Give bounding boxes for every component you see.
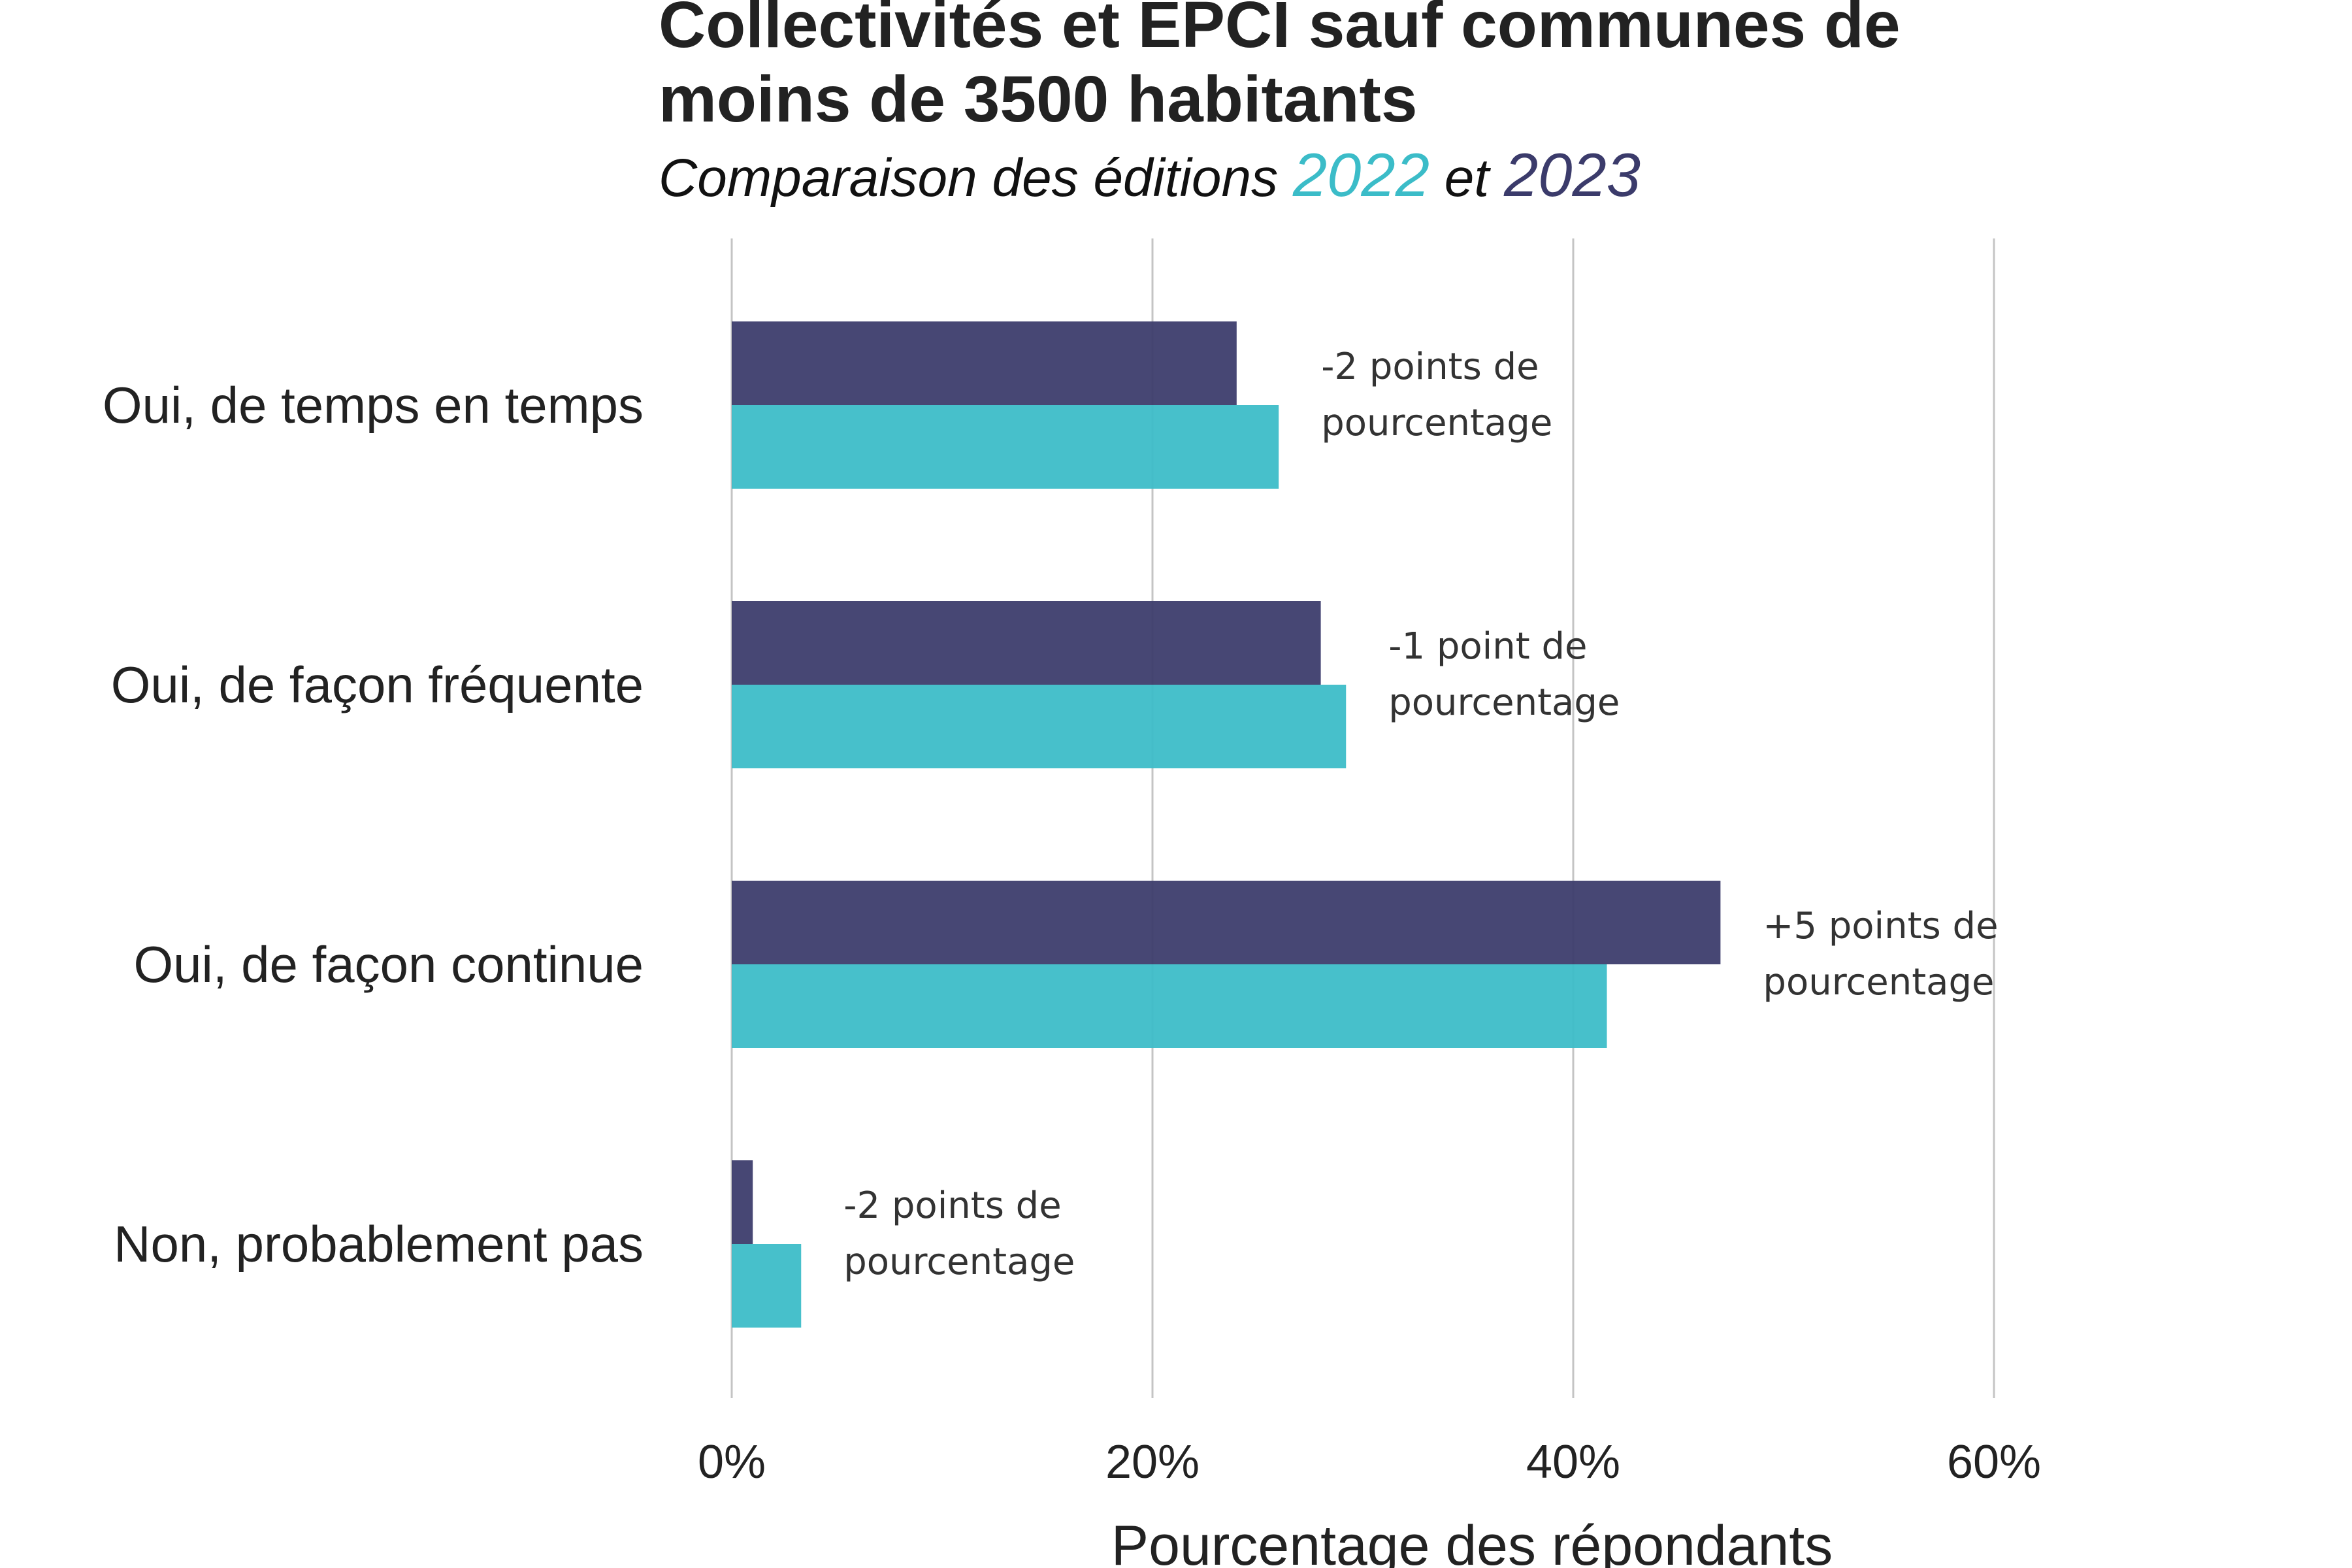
bar-2022	[732, 1244, 802, 1328]
bar-2023	[732, 1160, 753, 1244]
category-label: Oui, de temps en temps	[103, 376, 644, 434]
bar-2023	[732, 881, 1721, 964]
category-label: Oui, de façon continue	[133, 936, 644, 993]
bars	[732, 321, 1721, 1328]
x-axis-title: Pourcentage des répondants	[1111, 1514, 1833, 1568]
category-label: Non, probablement pas	[114, 1215, 644, 1273]
bar-2022	[732, 685, 1347, 768]
x-tick-label: 40%	[1526, 1436, 1620, 1488]
change-annotation: +5 points de pourcentage	[1763, 905, 1998, 1004]
x-tick-label: 20%	[1105, 1436, 1200, 1488]
subtitle-year-2022: 2022	[1292, 140, 1429, 209]
change-annotation: -2 points de pourcentage	[1321, 346, 1552, 444]
category-label: Oui, de façon fréquente	[111, 656, 644, 713]
change-annotation: -1 point de pourcentage	[1388, 625, 1620, 724]
subtitle-year-2023: 2023	[1503, 140, 1641, 209]
subtitle-prefix: Comparaison des éditions	[659, 148, 1293, 208]
chart-title-line-1: Collectivités et EPCI sauf communes de	[659, 0, 1901, 61]
subtitle-connector: et	[1429, 148, 1504, 208]
category-labels: Oui, de temps en temps Oui, de façon fréq…	[103, 376, 644, 1273]
bar-2022	[732, 405, 1279, 489]
x-tick-label: 60%	[1947, 1436, 2041, 1488]
x-axis-ticks: 0% 20% 40% 60%	[698, 1436, 2041, 1488]
annotations: -2 points de pourcentage -1 point de pource…	[843, 346, 1998, 1283]
bar-2023	[732, 321, 1237, 405]
bar-2022	[732, 964, 1607, 1048]
x-tick-label: 0%	[698, 1436, 766, 1488]
bar-2023	[732, 601, 1321, 685]
change-annotation: -2 points de pourcentage	[843, 1184, 1075, 1283]
chart-title-line-2: moins de 3500 habitants	[659, 63, 1417, 136]
chart-subtitle: Comparaison des éditions 2022 et 2023	[659, 140, 1641, 209]
